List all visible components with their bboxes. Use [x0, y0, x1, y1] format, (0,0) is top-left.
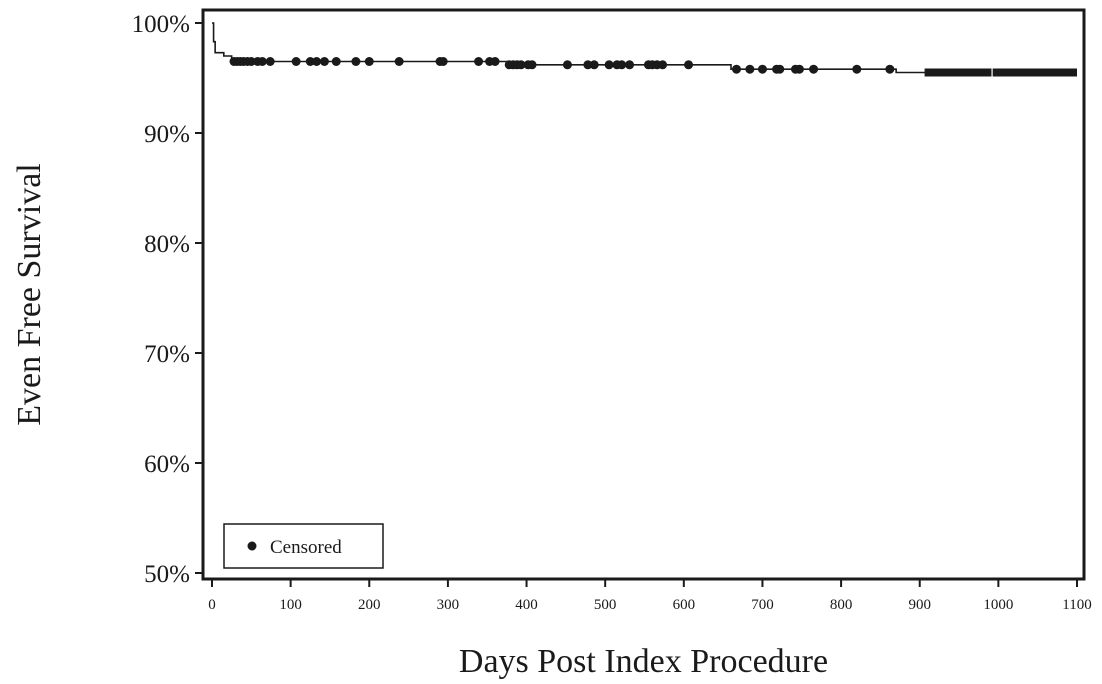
x-tick-label: 600: [673, 597, 696, 613]
censored-point: [438, 57, 448, 66]
censored-point: [775, 64, 785, 74]
censored-point: [364, 57, 374, 66]
x-tick-label: 700: [751, 597, 774, 613]
censored-point: [583, 60, 593, 70]
censored-point: [745, 64, 755, 74]
y-tick-label: 50%: [144, 561, 190, 588]
plot-area: [212, 22, 1077, 77]
censored-point: [809, 64, 819, 74]
censored-point: [589, 60, 599, 70]
censored-point: [885, 64, 895, 74]
censored-point: [394, 57, 404, 66]
y-tick-label: 60%: [144, 451, 190, 478]
x-tick-label: 200: [358, 597, 381, 613]
censored-point: [312, 57, 322, 66]
censored-point: [757, 64, 767, 74]
y-tick-label: 90%: [144, 121, 190, 148]
censored-point: [474, 57, 484, 66]
x-tick-label: 900: [908, 597, 931, 613]
censored-point: [732, 64, 742, 74]
censored-point: [319, 57, 329, 66]
censored-point: [562, 60, 572, 70]
y-tick-label: 70%: [144, 341, 190, 368]
legend-censored-label: Censored: [270, 537, 342, 558]
censored-cluster: [924, 68, 1077, 77]
censored-point: [625, 60, 635, 70]
censored-point: [658, 60, 668, 70]
x-tick-label: 400: [515, 597, 538, 613]
censored-point: [617, 60, 627, 70]
x-axis-label: Days Post Index Procedure: [459, 643, 828, 679]
y-axis-label: Even Free Survival: [11, 163, 48, 426]
x-tick-label: 800: [830, 597, 853, 613]
censored-point: [291, 57, 301, 66]
x-tick-label: 500: [594, 597, 617, 613]
censored-point: [852, 64, 862, 74]
censored-point: [490, 57, 500, 66]
censored-point: [265, 57, 275, 66]
legend-censored-marker: [247, 541, 257, 551]
censored-point: [604, 60, 614, 70]
censored-point: [246, 57, 256, 66]
censored-point: [794, 64, 804, 74]
censored-point: [331, 57, 341, 66]
axes: 50% 60% 70% 80% 90% 100% 0 100 200 300 400 500 600 70…: [132, 8, 1092, 613]
x-tick-label: 1000: [983, 597, 1013, 613]
censored-point: [527, 60, 537, 70]
x-tick-label: 100: [279, 597, 302, 613]
y-tick-label: 80%: [144, 231, 190, 258]
censored-point: [351, 57, 361, 66]
x-tick-label: 0: [208, 597, 216, 613]
y-tick-label: 100%: [132, 11, 190, 38]
censored-point: [516, 60, 526, 70]
x-tick-label: 300: [437, 597, 460, 613]
plot-frame: [201, 8, 1086, 581]
censored-point: [257, 57, 267, 66]
legend: Censored: [223, 523, 384, 569]
censored-point: [305, 57, 315, 66]
x-tick-label: 1100: [1062, 597, 1091, 613]
censored-point: [684, 60, 694, 70]
